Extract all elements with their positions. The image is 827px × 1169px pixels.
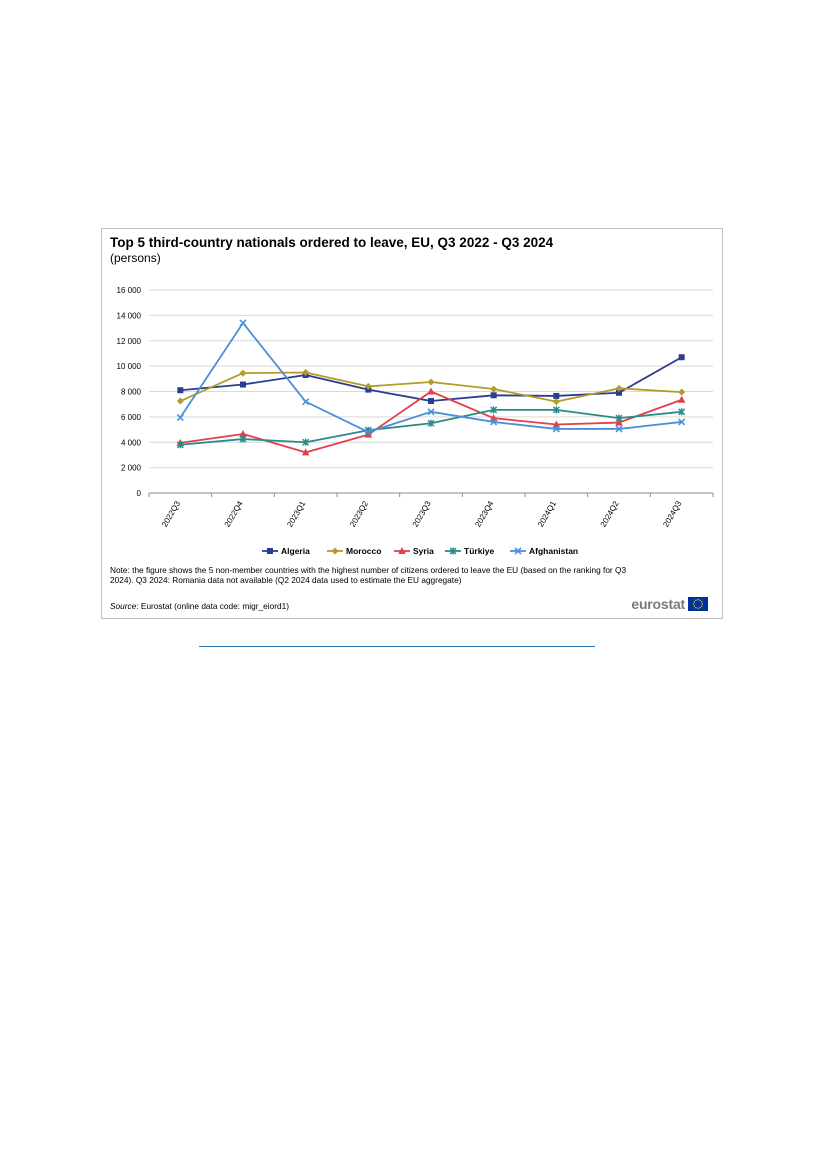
source-label: Source — [110, 601, 137, 611]
flag-star — [695, 599, 697, 601]
data-point-morocco — [490, 385, 498, 393]
data-point-afghanistan — [615, 425, 623, 433]
data-point-afghanistan — [364, 428, 372, 436]
data-point-trkiye — [490, 406, 498, 414]
data-point-trkiye — [239, 435, 247, 443]
data-point-syria — [427, 387, 435, 395]
x-tick-label: 2023Q4 — [473, 499, 495, 529]
legend-marker-morocco — [331, 547, 339, 555]
x-tick-label: 2024Q2 — [599, 499, 621, 529]
source-text: : Eurostat (online data code: migr_eiord… — [136, 601, 289, 611]
flag-star — [701, 605, 703, 607]
eurostat-logo-text: eurostat — [631, 596, 685, 612]
y-tick-label: 14 000 — [117, 311, 142, 320]
data-point-afghanistan — [302, 398, 310, 406]
flag-star — [697, 607, 699, 609]
legend-marker-syria — [398, 547, 406, 554]
x-tick-label: 2023Q3 — [411, 499, 433, 529]
series-line-morocco — [179, 371, 682, 403]
chart-frame: Top 5 third-country nationals ordered to… — [101, 228, 723, 619]
chart-note: Note: the figure shows the 5 non-member … — [110, 565, 627, 586]
chart-source: Source: Eurostat (online data code: migr… — [110, 601, 289, 611]
data-point-afghanistan — [490, 418, 498, 426]
eurostat-logo: eurostat — [631, 596, 708, 612]
link-underline — [199, 646, 595, 647]
y-tick-label: 8 000 — [121, 388, 142, 397]
flag-star — [695, 607, 697, 609]
y-tick-label: 12 000 — [117, 337, 142, 346]
legend-marker-afghanistan — [514, 547, 522, 555]
chart-title: Top 5 third-country nationals ordered to… — [110, 235, 554, 250]
data-point-morocco — [615, 384, 623, 392]
data-point-morocco — [302, 368, 310, 376]
legend-label-morocco: Morocco — [346, 546, 381, 556]
flag-star — [693, 603, 695, 605]
data-point-algeria — [428, 398, 434, 405]
x-tick-label: 2022Q3 — [160, 499, 182, 529]
data-point-algeria — [177, 387, 184, 394]
x-tick-label: 2023Q1 — [285, 499, 307, 529]
data-point-trkiye — [302, 438, 310, 446]
data-point-syria — [677, 395, 686, 403]
data-point-trkiye — [176, 441, 184, 449]
eu-flag-icon — [688, 597, 708, 611]
data-point-morocco — [176, 397, 184, 405]
data-point-morocco — [239, 369, 247, 377]
legend-label-syria: Syria — [413, 546, 434, 556]
data-point-morocco — [678, 388, 686, 396]
data-point-trkiye — [615, 414, 623, 422]
data-point-afghanistan — [176, 413, 184, 422]
data-point-trkiye — [678, 408, 686, 416]
data-point-syria — [615, 418, 623, 426]
legend-marker-algeria — [267, 548, 273, 554]
flag-star — [699, 599, 701, 601]
x-tick-label: 2024Q1 — [536, 499, 558, 529]
data-point-syria — [364, 430, 373, 438]
y-tick-label: 6 000 — [121, 413, 142, 422]
data-point-afghanistan — [239, 319, 247, 327]
data-point-algeria — [490, 392, 497, 399]
data-point-syria — [301, 448, 310, 456]
series-line-trkiye — [180, 408, 682, 446]
legend-label-trkiye: Türkiye — [464, 546, 495, 556]
y-tick-label: 4 000 — [121, 438, 142, 447]
data-point-morocco — [364, 382, 372, 390]
data-point-afghanistan — [678, 418, 686, 426]
data-point-algeria — [240, 381, 246, 388]
flag-star — [699, 607, 701, 609]
flag-star — [697, 599, 699, 601]
y-tick-label: 10 000 — [117, 362, 142, 371]
data-point-morocco — [427, 378, 435, 386]
data-point-syria — [239, 430, 247, 438]
flag-star — [693, 605, 695, 607]
chart-subtitle: (persons) — [110, 251, 161, 265]
legend-label-afghanistan: Afghanistan — [529, 546, 578, 556]
data-point-morocco — [552, 398, 560, 406]
data-point-afghanistan — [552, 425, 560, 433]
line-chart: 0 2 000 4 000 6 000 8 000 10 000 12 000 14 000 1… — [117, 286, 714, 556]
data-point-algeria — [616, 389, 622, 396]
x-tick-label: 2023Q2 — [348, 499, 370, 529]
y-tick-label: 16 000 — [117, 286, 142, 295]
flag-star — [693, 601, 695, 603]
x-tick-label: 2022Q4 — [223, 499, 245, 529]
data-point-trkiye — [552, 406, 560, 414]
data-point-syria — [552, 420, 561, 428]
data-point-algeria — [678, 354, 685, 361]
x-tick-label: 2024Q3 — [661, 499, 683, 529]
data-point-afghanistan — [427, 408, 435, 416]
legend-label-algeria: Algeria — [281, 546, 310, 556]
legend-marker-trkiye — [449, 547, 457, 555]
flag-star — [701, 603, 703, 605]
data-point-trkiye — [427, 419, 435, 427]
data-point-algeria — [553, 392, 560, 399]
y-tick-label: 0 — [137, 489, 142, 498]
flag-star — [701, 601, 703, 603]
y-tick-label: 2 000 — [121, 464, 142, 473]
